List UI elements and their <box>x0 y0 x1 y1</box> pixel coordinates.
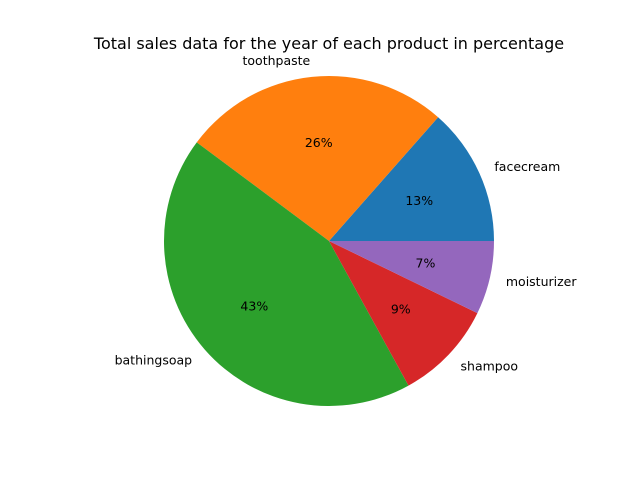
slice-label-moisturizer: moisturizer <box>506 274 577 289</box>
slice-label-facecream: facecream <box>494 159 560 174</box>
pie-slice-bathingsoap <box>164 142 409 406</box>
pct-label-bathingsoap: 43% <box>240 299 268 314</box>
slice-label-bathingsoap: bathingsoap <box>115 353 193 368</box>
pie-slice-shampoo <box>329 241 478 386</box>
chart-title: Total sales data for the year of each pr… <box>93 34 564 53</box>
pie-labels: facecream 13% toothpaste 26% bathingsoap 43% s… <box>115 53 578 374</box>
pct-label-facecream: 13% <box>405 193 433 208</box>
slice-label-toothpaste: toothpaste <box>243 53 311 68</box>
pct-label-moisturizer: 7% <box>416 256 436 271</box>
pie-slices <box>164 75 494 406</box>
pie-slice-toothpaste <box>196 75 439 241</box>
pct-label-shampoo: 9% <box>391 302 411 317</box>
slice-label-shampoo: shampoo <box>461 359 519 374</box>
pie-slice-facecream <box>329 117 494 241</box>
pie-slice-moisturizer <box>329 241 494 314</box>
pct-label-toothpaste: 26% <box>305 135 333 150</box>
